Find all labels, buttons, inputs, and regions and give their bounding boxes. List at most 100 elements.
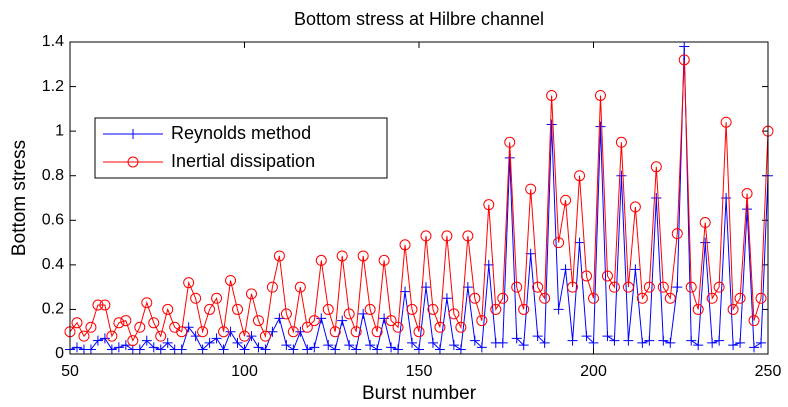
marker	[190, 331, 201, 342]
marker	[330, 344, 341, 355]
marker	[588, 337, 599, 348]
marker	[643, 281, 655, 293]
marker	[420, 230, 432, 242]
marker	[650, 161, 662, 173]
marker	[601, 270, 613, 282]
marker	[427, 303, 439, 315]
marker	[288, 344, 299, 355]
marker	[365, 340, 376, 351]
marker	[266, 281, 278, 293]
marker	[615, 136, 627, 148]
marker	[252, 315, 264, 327]
marker	[546, 89, 558, 101]
marker	[337, 315, 348, 326]
legend-label: Reynolds method	[171, 123, 311, 143]
marker	[504, 152, 515, 163]
marker	[427, 337, 438, 348]
x-tick-label: 50	[61, 363, 79, 380]
marker	[78, 330, 90, 342]
marker	[106, 330, 118, 342]
y-tick-label: 0.4	[42, 256, 64, 273]
marker	[700, 237, 711, 248]
legend-marker	[127, 156, 139, 168]
marker	[301, 321, 313, 333]
y-tick-label: 1.2	[42, 78, 64, 95]
marker	[518, 303, 530, 315]
marker	[287, 326, 299, 338]
marker	[560, 264, 571, 275]
marker	[232, 337, 243, 348]
marker	[414, 344, 424, 355]
marker	[393, 344, 404, 355]
marker	[713, 281, 725, 293]
marker	[742, 204, 753, 215]
marker	[309, 342, 320, 353]
marker	[476, 315, 488, 327]
marker	[741, 188, 753, 200]
marker	[748, 315, 760, 327]
marker	[190, 292, 202, 304]
marker	[609, 335, 620, 346]
marker	[483, 199, 495, 211]
marker	[392, 321, 404, 333]
marker	[92, 335, 103, 346]
marker	[734, 292, 746, 304]
marker	[623, 335, 634, 346]
marker	[141, 335, 152, 346]
marker	[699, 217, 711, 229]
marker	[686, 335, 697, 346]
marker	[448, 340, 459, 351]
marker	[671, 228, 683, 240]
marker	[651, 193, 662, 203]
marker	[343, 308, 355, 320]
marker	[71, 317, 83, 329]
marker	[476, 342, 487, 353]
marker	[113, 317, 125, 329]
marker	[511, 281, 523, 293]
marker	[727, 303, 739, 315]
axes-box	[69, 41, 769, 355]
y-tick-label: 0.2	[42, 301, 64, 318]
marker	[267, 326, 278, 337]
marker	[595, 121, 606, 132]
marker	[302, 344, 313, 355]
marker	[274, 313, 285, 324]
x-axis-label: Burst number	[362, 383, 477, 404]
marker	[622, 281, 634, 293]
marker	[294, 281, 306, 293]
marker	[616, 170, 627, 181]
marker	[657, 281, 669, 293]
chart-title: Bottom stress at Hilbre channel	[294, 9, 544, 29]
marker	[162, 303, 174, 315]
marker	[225, 326, 236, 337]
marker	[204, 303, 216, 315]
marker	[567, 335, 578, 346]
marker	[504, 136, 516, 148]
marker	[218, 326, 230, 338]
x-tick-label: 200	[580, 363, 607, 380]
marker	[441, 230, 453, 242]
marker	[678, 54, 690, 66]
marker	[637, 337, 648, 348]
marker	[511, 333, 522, 344]
marker	[588, 292, 599, 304]
y-axis-label: Bottom stress	[9, 140, 30, 256]
marker	[497, 292, 509, 304]
y-tick-label: 1	[55, 122, 64, 139]
marker	[685, 281, 697, 293]
marker	[594, 89, 606, 101]
marker	[532, 281, 544, 293]
marker	[127, 335, 139, 347]
marker	[246, 331, 257, 342]
marker	[574, 170, 586, 182]
marker	[371, 326, 383, 338]
marker	[350, 326, 362, 338]
marker	[490, 303, 502, 315]
marker	[211, 333, 222, 344]
plot-area	[70, 42, 768, 354]
marker	[253, 342, 264, 353]
marker	[329, 326, 341, 338]
marker	[323, 340, 334, 351]
marker	[581, 270, 593, 282]
